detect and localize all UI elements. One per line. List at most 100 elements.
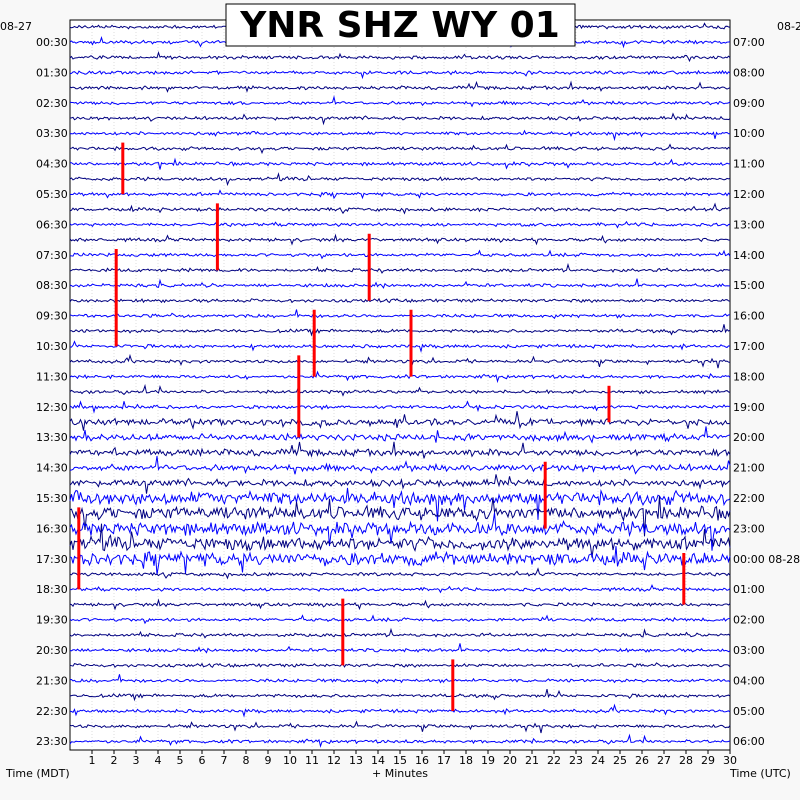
trace-row xyxy=(69,340,731,353)
x-tick-label: 18 xyxy=(459,754,473,767)
x-tick-label: 2 xyxy=(111,754,118,767)
x-tick-label: 14 xyxy=(371,754,385,767)
x-tick-label: 21 xyxy=(525,754,539,767)
trace-row xyxy=(69,411,731,431)
right-hour-label: 13:00 xyxy=(733,218,765,231)
trace-row xyxy=(69,172,731,187)
trace-row xyxy=(69,370,731,384)
x-tick-label: 26 xyxy=(635,754,649,767)
x-tick-label: 25 xyxy=(613,754,627,767)
right-hour-label: 03:00 xyxy=(733,644,765,657)
trace-row xyxy=(69,688,731,702)
x-tick-label: 9 xyxy=(265,754,272,767)
right-hour-label: 22:00 xyxy=(733,492,765,505)
right-hour-label: 15:00 xyxy=(733,279,765,292)
trace-row xyxy=(69,662,731,669)
x-tick-label: 17 xyxy=(437,754,451,767)
trace-row xyxy=(69,674,731,684)
trace-row xyxy=(69,523,731,558)
x-tick-label: 28 xyxy=(679,754,693,767)
left-hour-label: 15:30 xyxy=(36,492,68,505)
trace-row xyxy=(69,474,731,494)
trace-row xyxy=(69,249,731,260)
x-tick-label: 16 xyxy=(415,754,429,767)
trace-row xyxy=(69,720,731,734)
trace-row xyxy=(69,278,730,289)
trace-row xyxy=(69,546,731,575)
trace-row xyxy=(70,584,731,594)
left-hour-label: 06:30 xyxy=(36,218,68,231)
x-tick-label: 7 xyxy=(221,754,228,767)
left-hour-label: 09:30 xyxy=(36,310,68,323)
right-hour-label: 21:00 xyxy=(733,462,765,475)
right-hour-label: 04:00 xyxy=(733,674,765,687)
right-hour-label: 17:00 xyxy=(733,340,765,353)
trace-row xyxy=(69,426,731,444)
trace-row xyxy=(69,598,731,611)
x-tick-label: 15 xyxy=(393,754,407,767)
trace-row xyxy=(69,495,731,537)
right-hour-label: 14:00 xyxy=(733,249,765,262)
x-tick-label: 10 xyxy=(283,754,297,767)
left-hour-label: 14:30 xyxy=(36,462,68,475)
date-right-label: 08-2 xyxy=(777,20,800,33)
right-hour-label: 19:00 xyxy=(733,401,765,414)
right-hour-label: 07:00 xyxy=(733,36,765,49)
trace-row xyxy=(69,383,731,397)
right-hour-label: 12:00 xyxy=(733,188,765,201)
trace-row xyxy=(69,51,731,63)
right-hour-label: 00:00 08-28 xyxy=(733,553,800,566)
right-hour-label: 02:00 xyxy=(733,614,765,627)
x-tick-label: 20 xyxy=(503,754,517,767)
trace-row xyxy=(69,69,731,80)
trace-row xyxy=(69,189,731,200)
right-hour-label: 10:00 xyxy=(733,127,765,140)
right-hour-label: 18:00 xyxy=(733,370,765,383)
x-tick-label: 23 xyxy=(569,754,583,767)
x-tick-label: 22 xyxy=(547,754,561,767)
left-hour-label: 18:30 xyxy=(36,583,68,596)
left-hour-label: 04:30 xyxy=(36,158,68,171)
left-hour-label: 11:30 xyxy=(36,370,68,383)
left-hour-label: 05:30 xyxy=(36,188,68,201)
plot-area xyxy=(69,19,731,751)
right-hour-label: 05:00 xyxy=(733,705,765,718)
left-hour-label: 08:30 xyxy=(36,279,68,292)
trace-row xyxy=(69,512,731,551)
chart-title: YNR SHZ WY 01 xyxy=(239,5,560,46)
x-tick-label: 19 xyxy=(481,754,495,767)
trace-row xyxy=(69,297,731,304)
x-tick-label: 6 xyxy=(199,754,206,767)
right-hour-label: 01:00 xyxy=(733,583,765,596)
trace-row xyxy=(69,143,731,155)
right-hour-label: 16:00 xyxy=(733,310,765,323)
x-axis-title: + Minutes xyxy=(372,767,428,780)
right-hour-label: 09:00 xyxy=(733,97,765,110)
trace-layer xyxy=(69,20,731,748)
x-tick-label: 8 xyxy=(243,754,250,767)
right-axis-labels: 07:00 08:00 09:00 10:00 11:00 12:00 13:00 14:00… xyxy=(733,36,800,748)
trace-row xyxy=(69,353,731,369)
right-hour-label: 20:00 xyxy=(733,431,765,444)
right-hour-label: 11:00 xyxy=(733,158,765,171)
x-tick-label: 29 xyxy=(701,754,715,767)
title-box xyxy=(225,3,576,47)
x-tick-label: 13 xyxy=(349,754,363,767)
trace-row xyxy=(69,733,731,748)
left-hour-label: 19:30 xyxy=(36,614,68,627)
trace-row xyxy=(69,703,731,718)
trace-row xyxy=(69,95,731,108)
x-tick-label: 30 xyxy=(723,754,737,767)
left-hour-label: 17:30 xyxy=(36,553,68,566)
left-axis-labels: 00:30 01:30 02:30 03:30 04:30 05:30 06:30 07:30… xyxy=(36,36,68,748)
date-left-label: 08-27 xyxy=(0,20,32,33)
trace-row xyxy=(69,400,731,414)
trace-row xyxy=(69,487,731,522)
right-hour-label: 06:00 xyxy=(733,735,765,748)
trace-row xyxy=(69,627,731,639)
left-hour-label: 16:30 xyxy=(36,522,68,535)
trace-row xyxy=(69,80,731,93)
trace-row xyxy=(69,324,731,337)
x-axis-ticks: 1 2 3 4 5 6 7 8 9 10 11 12 13 14 15 16 17 18 19 20 21 22 23 24 2… xyxy=(89,750,737,767)
